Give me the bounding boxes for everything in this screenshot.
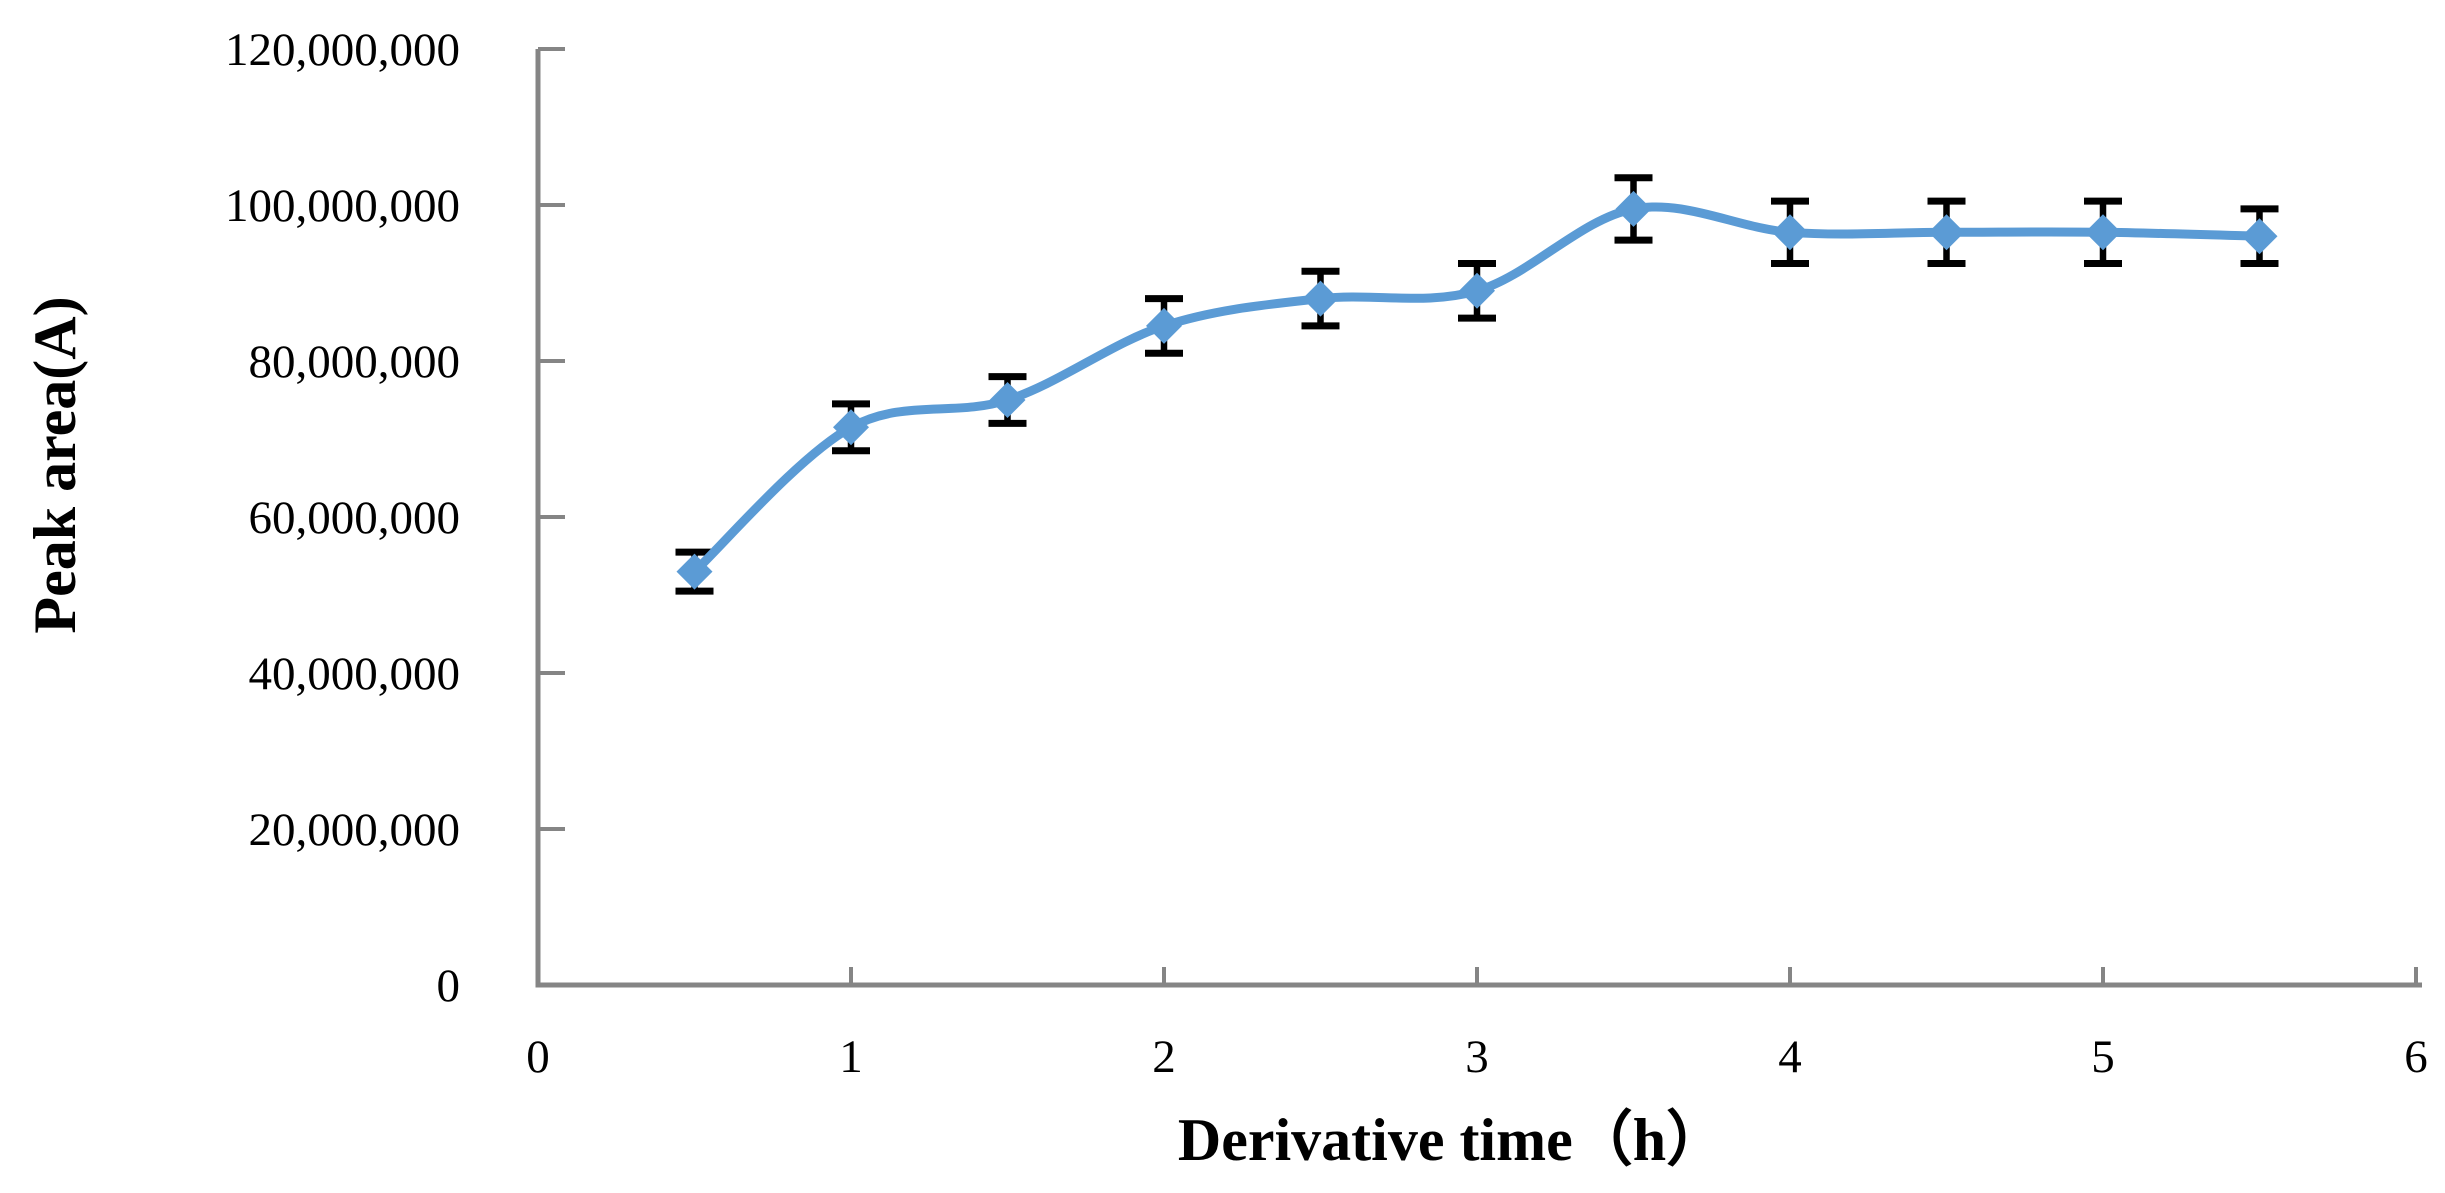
y-axis-title: Peak area(A) xyxy=(22,296,88,634)
y-tick-label: 40,000,000 xyxy=(249,648,461,700)
data-point-marker xyxy=(2085,214,2121,251)
data-point-marker xyxy=(989,382,1026,418)
y-tick-label: 100,000,000 xyxy=(225,180,460,232)
data-point-marker xyxy=(1146,307,1182,344)
x-tick-label: 6 xyxy=(2404,1031,2428,1083)
y-tick-label: 120,000,000 xyxy=(225,24,460,76)
y-tick-label: 0 xyxy=(437,960,461,1012)
x-tick-label: 4 xyxy=(1778,1031,1802,1083)
x-tick-label: 5 xyxy=(2091,1031,2115,1083)
data-point-marker xyxy=(2241,218,2278,255)
x-tick-label: 2 xyxy=(1152,1031,1176,1083)
x-tick-label: 3 xyxy=(1465,1031,1489,1083)
y-tick-label: 80,000,000 xyxy=(249,336,461,388)
x-tick-label: 1 xyxy=(839,1031,863,1083)
data-point-marker xyxy=(1302,280,1339,317)
data-point-marker xyxy=(1459,272,1495,309)
data-point-marker xyxy=(1615,190,1652,227)
x-axis-title: Derivative time（h） xyxy=(1177,1107,1727,1173)
data-point-marker xyxy=(1928,214,1965,251)
y-tick-label: 60,000,000 xyxy=(249,492,461,544)
x-tick-label: 0 xyxy=(526,1031,550,1083)
data-point-marker xyxy=(676,553,713,590)
y-tick-label: 20,000,000 xyxy=(249,804,461,856)
data-point-marker xyxy=(833,409,869,446)
data-point-marker xyxy=(1772,214,1808,251)
